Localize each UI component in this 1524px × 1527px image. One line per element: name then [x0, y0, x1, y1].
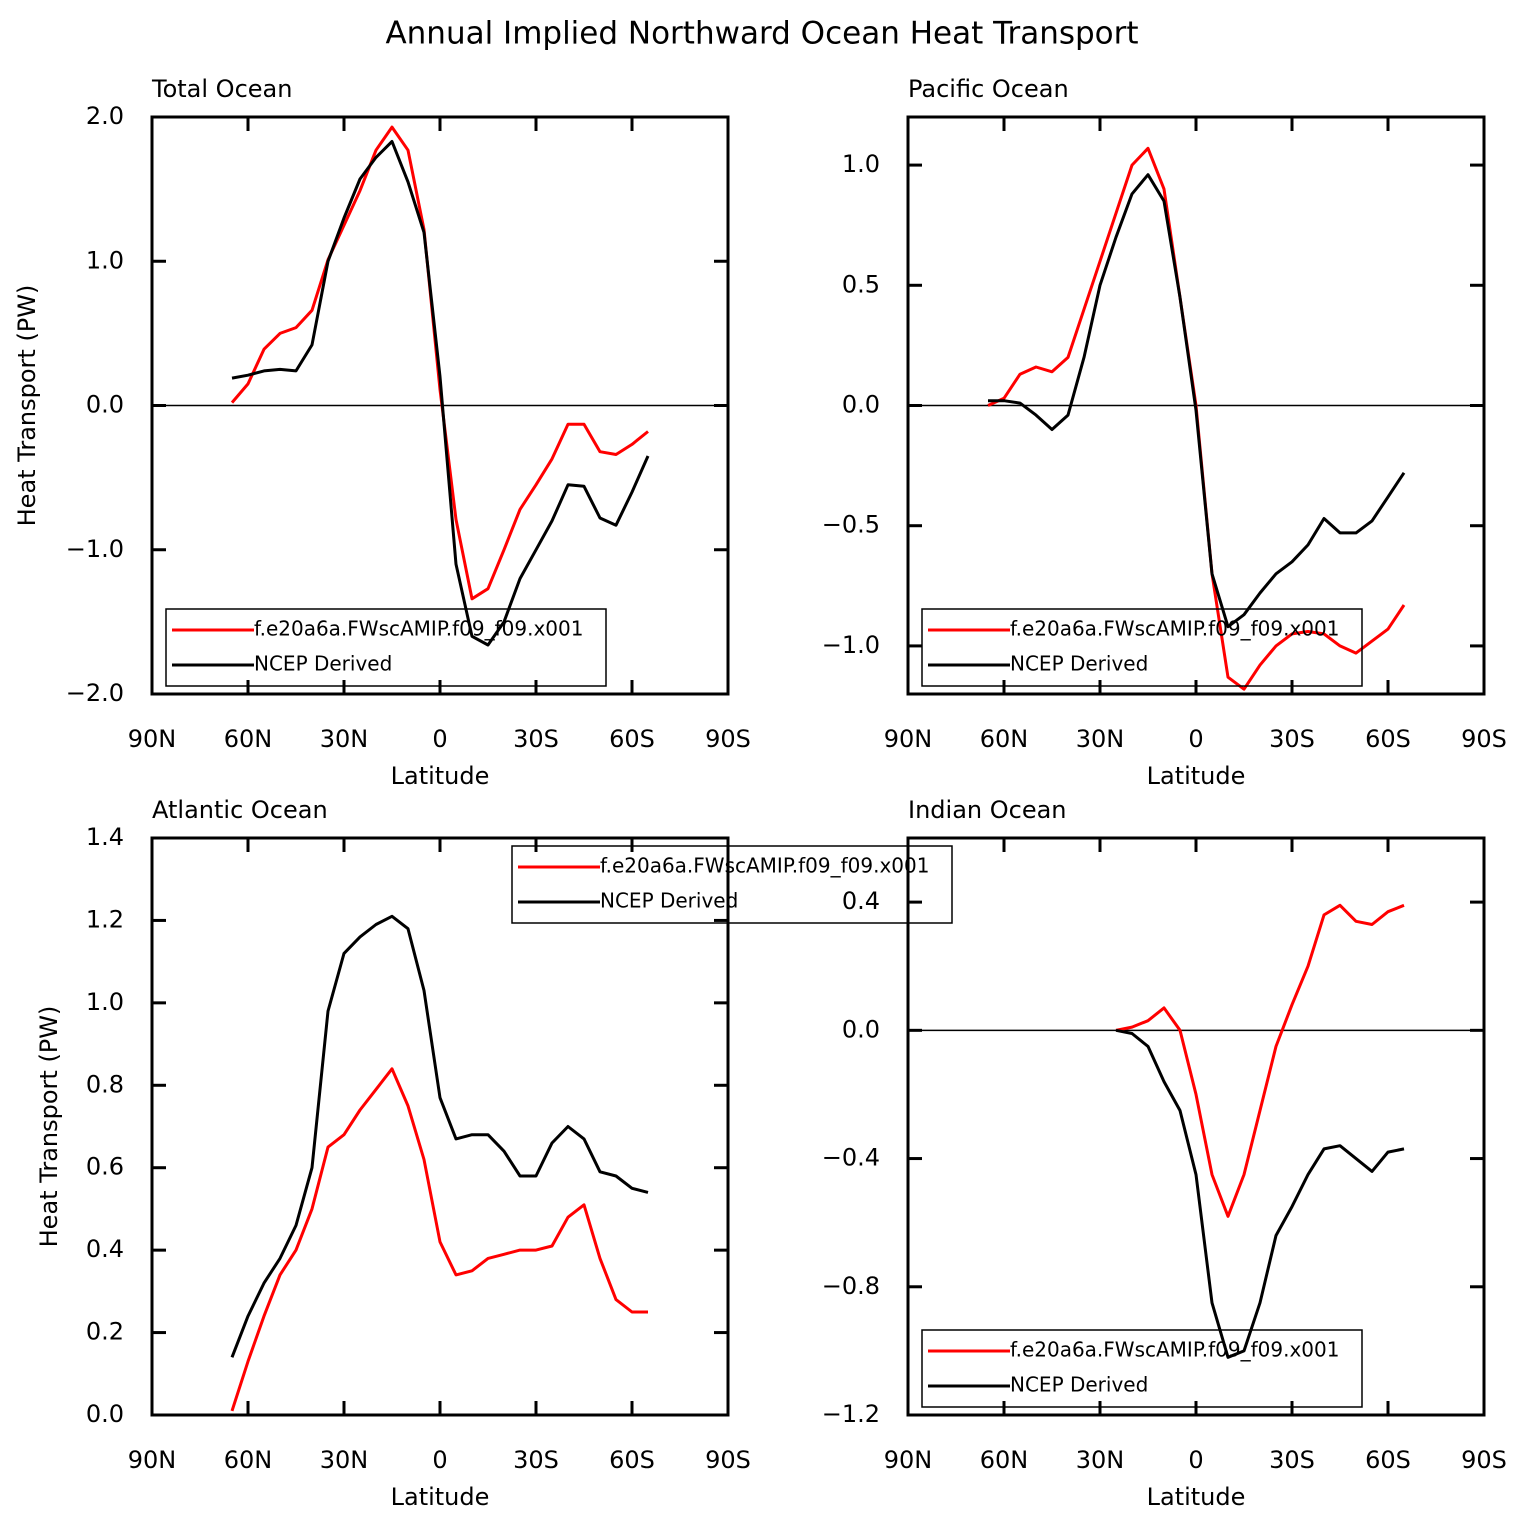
y-axis-label: Heat Transport (PW) [35, 1006, 63, 1248]
x-tick-label: 30N [320, 725, 369, 753]
x-tick-label: 60N [980, 1446, 1029, 1474]
x-tick-label: 0 [1188, 725, 1203, 753]
plot-frame [150, 836, 730, 1417]
x-tick-label: 60S [1365, 1446, 1411, 1474]
y-tick-label: 0.0 [842, 1015, 880, 1043]
legend-label: f.e20a6a.FWscAMIP.f09_f09.x001 [1010, 1338, 1339, 1362]
y-tick-label: −0.4 [822, 1144, 880, 1172]
x-axis-label: Latitude [391, 762, 490, 790]
legend-box [921, 608, 1363, 687]
y-tick-label: 1.0 [86, 988, 124, 1016]
x-axis-label: Latitude [391, 1483, 490, 1511]
x-axis-label: Latitude [1147, 762, 1246, 790]
y-tick-label: 0.2 [86, 1318, 124, 1346]
legend-label: f.e20a6a.FWscAMIP.f09_f09.x001 [254, 617, 583, 641]
y-tick-label: −0.8 [822, 1272, 880, 1300]
x-tick-label: 60S [1365, 725, 1411, 753]
x-tick-label: 60S [609, 725, 655, 753]
x-tick-label: 30S [1269, 725, 1315, 753]
legend-box [921, 1329, 1363, 1408]
y-tick-label: 1.4 [86, 823, 124, 851]
x-tick-label: 30N [320, 1446, 369, 1474]
panel-title: Atlantic Ocean [152, 796, 328, 824]
y-tick-label: 0.4 [86, 1235, 124, 1263]
series-line [231, 140, 650, 647]
y-tick-label: −1.2 [822, 1400, 880, 1428]
x-tick-label: 90S [705, 1446, 751, 1474]
plot-frame [906, 836, 1486, 1417]
series-line [1115, 903, 1405, 1218]
legend-label: f.e20a6a.FWscAMIP.f09_f09.x001 [600, 854, 929, 878]
x-axis-label: Latitude [1147, 1483, 1246, 1511]
y-tick-label: 1.2 [86, 905, 124, 933]
legend-box [165, 608, 607, 687]
x-tick-label: 90N [884, 1446, 933, 1474]
series-line [1115, 1028, 1405, 1359]
y-tick-label: 1.0 [86, 246, 124, 274]
y-tick-label: −1.0 [822, 631, 880, 659]
panel-title: Indian Ocean [908, 796, 1067, 824]
x-tick-label: 30S [1269, 1446, 1315, 1474]
y-tick-label: 0.0 [86, 1400, 124, 1428]
x-tick-label: 60S [609, 1446, 655, 1474]
y-tick-label: 0.5 [842, 270, 880, 298]
y-tick-label: 0.8 [86, 1070, 124, 1098]
x-tick-label: 90S [1461, 725, 1507, 753]
x-tick-label: 0 [432, 725, 447, 753]
y-tick-label: −1.0 [66, 535, 124, 563]
x-tick-label: 30N [1076, 1446, 1125, 1474]
x-tick-label: 60N [224, 1446, 273, 1474]
x-tick-label: 90S [1461, 1446, 1507, 1474]
y-tick-label: 0.6 [86, 1153, 124, 1181]
x-tick-label: 60N [980, 725, 1029, 753]
legend-label: NCEP Derived [1010, 1373, 1148, 1397]
y-axis-label: Heat Transport (PW) [13, 285, 41, 527]
series-line [230, 125, 649, 601]
legend-label: f.e20a6a.FWscAMIP.f09_f09.x001 [1010, 617, 1339, 641]
panel-title: Total Ocean [151, 75, 292, 103]
y-tick-label: 1.0 [842, 150, 880, 178]
x-tick-label: 90N [128, 1446, 177, 1474]
legend-label: NCEP Derived [1010, 652, 1148, 676]
x-tick-label: 90N [884, 725, 933, 753]
y-tick-label: 0.0 [86, 391, 124, 419]
series-line [988, 173, 1406, 629]
x-tick-label: 0 [432, 1446, 447, 1474]
x-tick-label: 30S [513, 1446, 559, 1474]
y-tick-label: 0.0 [842, 391, 880, 419]
figure-title: Annual Implied Northward Ocean Heat Tran… [385, 16, 1138, 52]
x-tick-label: 0 [1188, 1446, 1203, 1474]
legend-box [511, 845, 953, 924]
x-tick-label: 90S [705, 725, 751, 753]
y-tick-label: 2.0 [86, 102, 124, 130]
y-tick-label: 0.4 [842, 887, 880, 915]
x-tick-label: 30N [1076, 725, 1125, 753]
x-tick-label: 30S [513, 725, 559, 753]
x-tick-label: 90N [128, 725, 177, 753]
x-tick-label: 60N [224, 725, 273, 753]
y-tick-label: −2.0 [66, 679, 124, 707]
legend-label: NCEP Derived [254, 652, 392, 676]
panel-title: Pacific Ocean [908, 75, 1069, 103]
series-line [230, 914, 649, 1358]
y-tick-label: −0.5 [822, 511, 880, 539]
series-line [230, 1067, 648, 1412]
legend-label: NCEP Derived [600, 889, 738, 913]
